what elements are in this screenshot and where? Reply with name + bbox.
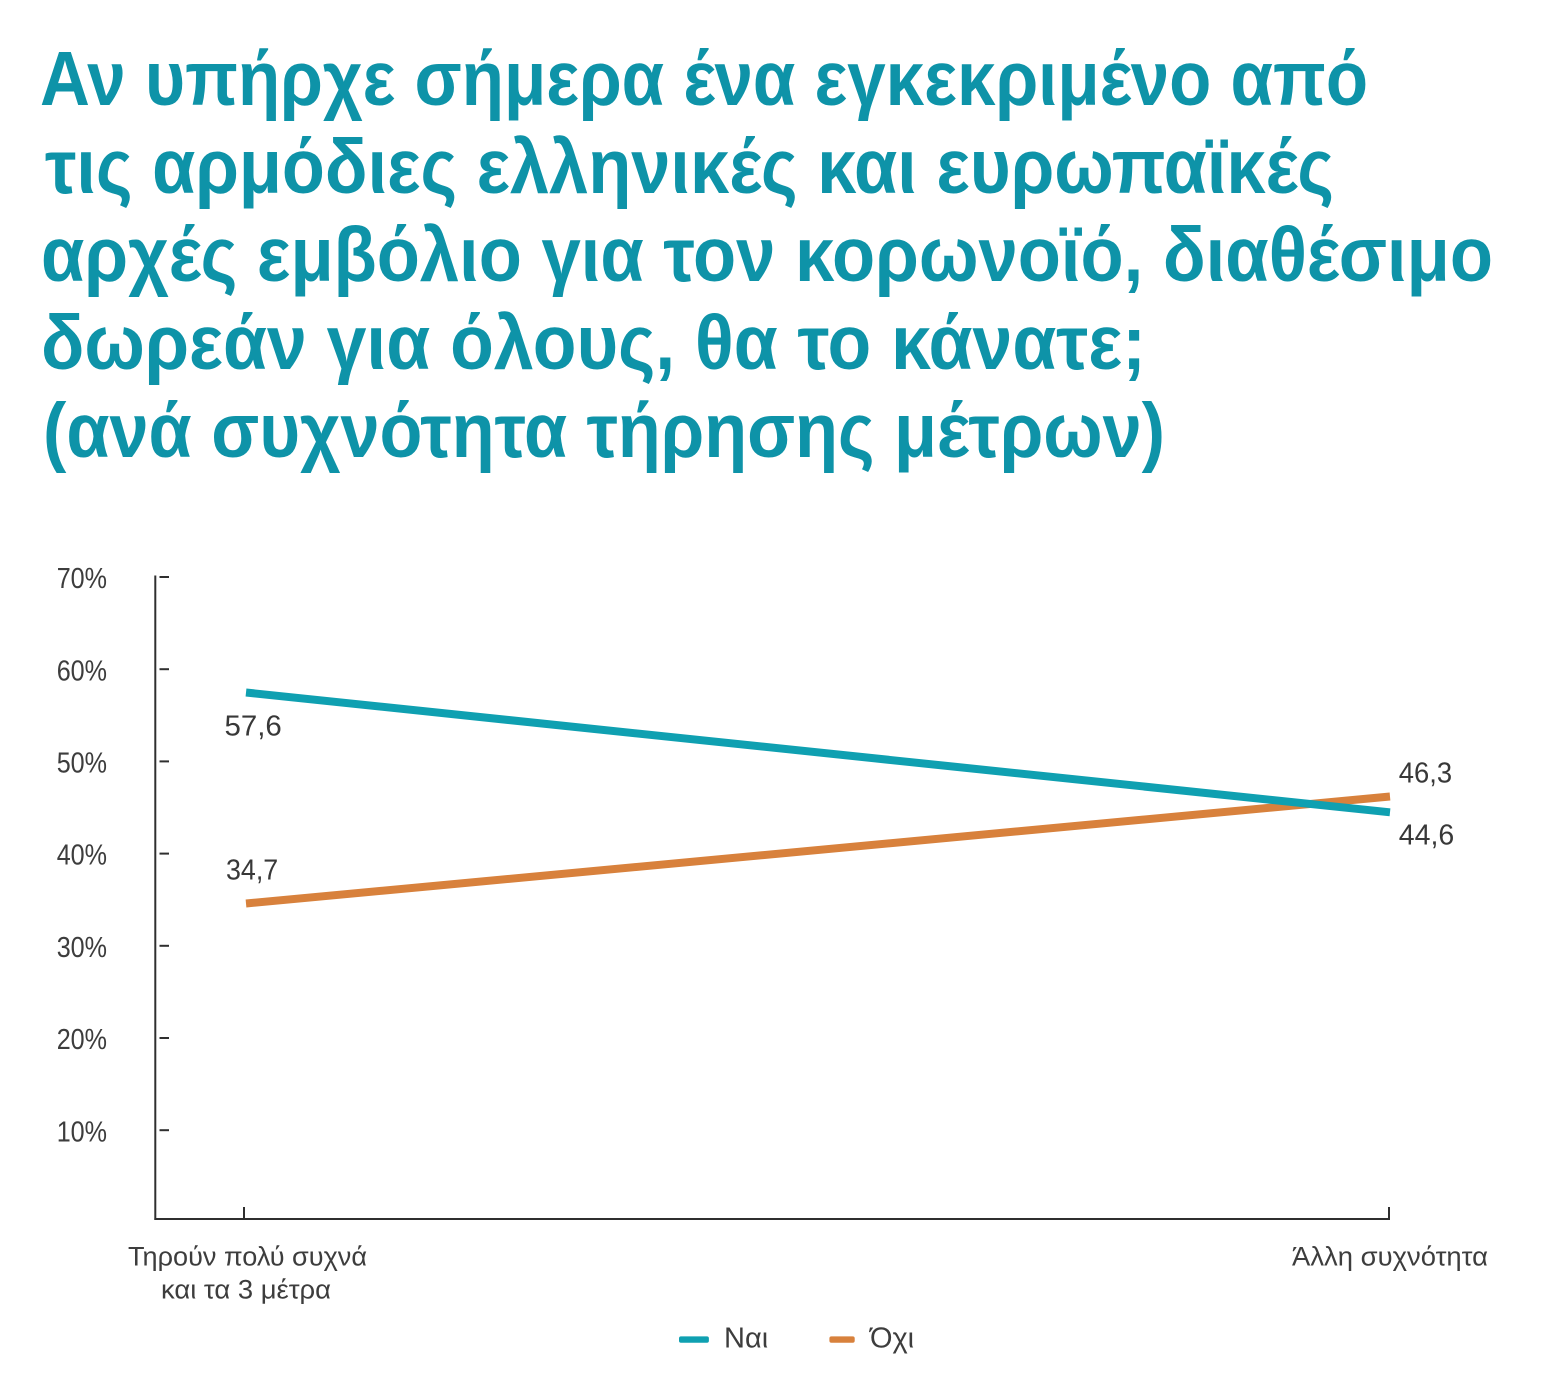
svg-text:40%: 40% (57, 840, 107, 872)
svg-text:(ανά συχνότητα τήρησης μέτρων): (ανά συχνότητα τήρησης μέτρων) (43, 388, 1165, 474)
svg-text:60%: 60% (57, 655, 107, 687)
svg-text:30%: 30% (57, 932, 107, 964)
svg-text:Αν υπήρχε σήμερα ένα εγκεκριμέ: Αν υπήρχε σήμερα ένα εγκεκριμένο από (40, 36, 1368, 122)
svg-text:34,7: 34,7 (226, 855, 278, 887)
svg-text:Άλλη συχνότητα: Άλλη συχνότητα (1292, 1242, 1488, 1272)
svg-text:46,3: 46,3 (1399, 757, 1452, 789)
svg-text:57,6: 57,6 (225, 711, 282, 743)
svg-text:και τα 3 μέτρα: και τα 3 μέτρα (161, 1274, 331, 1304)
svg-text:Ναι: Ναι (724, 1323, 768, 1355)
svg-text:Όχι: Όχι (869, 1323, 914, 1355)
svg-text:αρχές εμβόλιο για τον κορωνοϊό: αρχές εμβόλιο για τον κορωνοϊό, διαθέσιμ… (41, 212, 1493, 298)
svg-text:δωρεάν για όλους, θα το κάνατε: δωρεάν για όλους, θα το κάνατε; (41, 300, 1146, 386)
svg-text:70%: 70% (57, 563, 107, 595)
svg-text:44,6: 44,6 (1399, 820, 1455, 852)
svg-text:Τηρούν πολύ συχνά: Τηρούν πολύ συχνά (128, 1242, 367, 1272)
svg-text:50%: 50% (57, 748, 107, 780)
svg-text:20%: 20% (57, 1024, 107, 1056)
svg-text:τις αρμόδιες ελληνικές και ευρ: τις αρμόδιες ελληνικές και ευρωπαϊκές (45, 124, 1334, 210)
svg-text:10%: 10% (57, 1116, 107, 1148)
